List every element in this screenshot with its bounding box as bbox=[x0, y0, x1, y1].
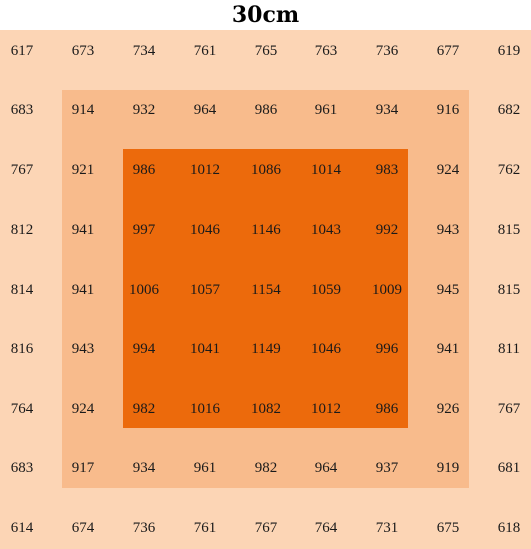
grid-cell: 1082 bbox=[251, 401, 281, 417]
grid-cell: 816 bbox=[10, 341, 34, 357]
grid-cell: 917 bbox=[71, 460, 95, 476]
grid-cell: 814 bbox=[10, 282, 34, 298]
grid-cell: 986 bbox=[375, 401, 399, 417]
grid-cell: 767 bbox=[254, 520, 278, 536]
grid-cell: 1041 bbox=[190, 341, 220, 357]
heatmap-grid: 617 673 734 761 765 763 736 677 619 683 914 932 964 9… bbox=[0, 30, 531, 549]
grid-cell: 815 bbox=[497, 222, 521, 238]
grid-cell: 812 bbox=[10, 222, 34, 238]
grid-cell: 683 bbox=[10, 102, 34, 118]
grid-cell: 682 bbox=[497, 102, 521, 118]
grid-cell: 983 bbox=[375, 162, 399, 178]
grid-cell: 924 bbox=[71, 401, 95, 417]
grid-cell: 1146 bbox=[251, 222, 281, 238]
grid-cell: 982 bbox=[132, 401, 156, 417]
grid-cell: 924 bbox=[436, 162, 460, 178]
grid-cell: 943 bbox=[71, 341, 95, 357]
grid-cell: 765 bbox=[254, 43, 278, 59]
grid-cell: 994 bbox=[132, 341, 156, 357]
grid-cell: 1057 bbox=[190, 282, 220, 298]
grid-cell: 761 bbox=[193, 43, 217, 59]
grid-cell: 811 bbox=[498, 341, 520, 357]
grid-cell: 964 bbox=[193, 102, 217, 118]
grid-cell: 919 bbox=[436, 460, 460, 476]
grid-cell: 1012 bbox=[311, 401, 341, 417]
grid-cell: 731 bbox=[375, 520, 399, 536]
grid-cell: 1059 bbox=[311, 282, 341, 298]
grid-cell: 934 bbox=[132, 460, 156, 476]
grid-cell: 1016 bbox=[190, 401, 220, 417]
grid-cell: 1014 bbox=[311, 162, 341, 178]
grid-cell: 736 bbox=[132, 520, 156, 536]
grid-cell: 1154 bbox=[251, 282, 281, 298]
grid-cell: 937 bbox=[375, 460, 399, 476]
grid-cell: 618 bbox=[497, 520, 521, 536]
grid-cell: 1043 bbox=[311, 222, 341, 238]
grid-cell: 916 bbox=[436, 102, 460, 118]
grid-cell: 943 bbox=[436, 222, 460, 238]
grid-cell: 996 bbox=[375, 341, 399, 357]
grid-cell: 734 bbox=[132, 43, 156, 59]
grid-cell: 619 bbox=[497, 43, 521, 59]
grid-cell: 673 bbox=[71, 43, 95, 59]
grid-cell: 914 bbox=[71, 102, 95, 118]
grid-cell: 941 bbox=[71, 222, 95, 238]
grid-cell: 986 bbox=[132, 162, 156, 178]
grid-cell: 614 bbox=[10, 520, 34, 536]
grid-cell: 926 bbox=[436, 401, 460, 417]
grid-cell: 1046 bbox=[311, 341, 341, 357]
grid-cell: 1006 bbox=[129, 282, 159, 298]
grid-cell: 961 bbox=[314, 102, 338, 118]
grid-cell: 941 bbox=[71, 282, 95, 298]
inner-zone bbox=[123, 149, 408, 428]
grid-cell: 982 bbox=[254, 460, 278, 476]
grid-cell: 675 bbox=[436, 520, 460, 536]
grid-cell: 921 bbox=[71, 162, 95, 178]
grid-cell: 815 bbox=[497, 282, 521, 298]
grid-cell: 1012 bbox=[190, 162, 220, 178]
grid-cell: 1149 bbox=[251, 341, 281, 357]
grid-cell: 617 bbox=[10, 43, 34, 59]
diagram-title: 30cm bbox=[231, 2, 300, 28]
grid-cell: 986 bbox=[254, 102, 278, 118]
grid-cell: 1086 bbox=[251, 162, 281, 178]
grid-cell: 677 bbox=[436, 43, 460, 59]
grid-cell: 767 bbox=[497, 401, 521, 417]
grid-cell: 764 bbox=[10, 401, 34, 417]
grid-cell: 736 bbox=[375, 43, 399, 59]
grid-cell: 941 bbox=[436, 341, 460, 357]
grid-cell: 945 bbox=[436, 282, 460, 298]
grid-cell: 992 bbox=[375, 222, 399, 238]
grid-cell: 763 bbox=[314, 43, 338, 59]
grid-cell: 674 bbox=[71, 520, 95, 536]
grid-cell: 761 bbox=[193, 520, 217, 536]
grid-cell: 767 bbox=[10, 162, 34, 178]
grid-cell: 934 bbox=[375, 102, 399, 118]
grid-cell: 1046 bbox=[190, 222, 220, 238]
grid-cell: 762 bbox=[497, 162, 521, 178]
grid-cell: 764 bbox=[314, 520, 338, 536]
grid-cell: 997 bbox=[132, 222, 156, 238]
grid-cell: 961 bbox=[193, 460, 217, 476]
grid-cell: 964 bbox=[314, 460, 338, 476]
grid-cell: 683 bbox=[10, 460, 34, 476]
grid-cell: 1009 bbox=[372, 282, 402, 298]
grid-cell: 932 bbox=[132, 102, 156, 118]
grid-cell: 681 bbox=[497, 460, 521, 476]
